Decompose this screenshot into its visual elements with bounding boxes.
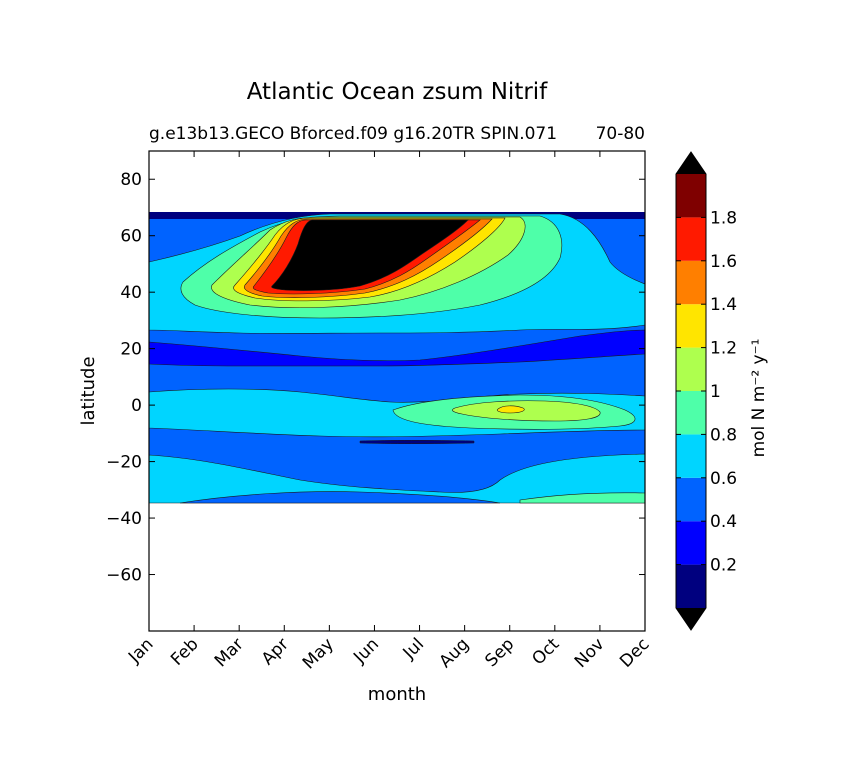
x-tick-label: Nov	[571, 634, 609, 672]
x-tick-label: Oct	[528, 634, 563, 669]
colorbar-swatch	[676, 217, 706, 261]
contour-region-max-north	[271, 219, 469, 291]
plot-frame	[148, 150, 646, 632]
y-tick-label: −40	[106, 509, 142, 529]
y-tick-label: −60	[106, 566, 142, 586]
contour-region-cyan-south	[149, 453, 645, 504]
colorbar-swatch	[676, 174, 706, 218]
chart-subtitle-right: 70-80	[596, 124, 645, 144]
x-tick-label: Apr	[258, 634, 293, 669]
colorbar-swatch	[676, 564, 706, 608]
colorbar-tick-label: 1.2	[710, 339, 737, 359]
colorbar-swatch	[676, 477, 706, 522]
y-tick-label: 60	[120, 227, 142, 247]
colorbar-extend-low	[676, 608, 706, 630]
contour-region-blue-south	[179, 491, 501, 504]
colorbar-swatch	[676, 521, 706, 565]
colorbar-tick-label: 1.6	[710, 252, 737, 272]
contour-fill	[149, 212, 645, 504]
colorbar: 0.2 0.4 0.6 0.8 1 1.2 1.4 1.6 1.8	[675, 151, 737, 631]
x-axis-label: month	[368, 684, 426, 705]
contour-region-lime-equator	[452, 400, 601, 422]
y-axis: 80 60 40 20 0 −20 −40 −60	[106, 170, 645, 586]
y-tick-label: −20	[106, 453, 142, 473]
x-tick-label: May	[299, 634, 338, 673]
x-tick-label: Sep	[481, 634, 518, 671]
contour-region-yellow-equator	[496, 405, 525, 414]
chart-title: Atlantic Ocean zsum Nitrif	[247, 79, 548, 105]
colorbar-tick-label: 0.6	[710, 469, 737, 489]
colorbar-swatch	[676, 304, 706, 348]
colorbar-tick-label: 0.4	[710, 512, 737, 532]
x-tick-label: Jul	[399, 634, 428, 663]
colorbar-tick-label: 0.2	[710, 556, 737, 576]
colorbar-extend-high	[676, 152, 706, 174]
colorbar-swatch	[676, 391, 706, 435]
x-tick-label: Jun	[349, 634, 383, 668]
x-tick-label: Feb	[167, 634, 202, 669]
colorbar-swatch	[676, 260, 706, 305]
chart-subtitle-left: g.e13b13.GECO Bforced.f09 g16.20TR SPIN.…	[149, 124, 557, 144]
colorbar-tick-label: 1.4	[710, 295, 737, 315]
x-tick-label: Mar	[211, 634, 248, 671]
colorbar-label: mol N m⁻² y⁻¹	[749, 339, 769, 458]
colorbar-tick-label: 1.8	[710, 208, 737, 228]
colorbar-swatch	[676, 434, 706, 478]
y-tick-label: 20	[120, 340, 142, 360]
x-tick-label: Jan	[124, 634, 157, 667]
y-tick-label: 40	[120, 283, 142, 303]
y-tick-label: 0	[131, 396, 142, 416]
colorbar-swatch	[676, 347, 706, 391]
contour-region-green-south	[519, 492, 645, 504]
contour-region-low-streak	[359, 440, 475, 444]
y-tick-label: 80	[120, 170, 142, 190]
colorbar-outline	[675, 151, 707, 631]
contour-region-low-20n	[149, 329, 645, 367]
y-axis-label: latitude	[78, 356, 99, 425]
x-tick-label: Dec	[616, 634, 653, 671]
colorbar-tick-label: 0.8	[710, 425, 737, 445]
colorbar-tick-label: 1	[710, 382, 721, 402]
x-tick-label: Aug	[436, 634, 474, 672]
